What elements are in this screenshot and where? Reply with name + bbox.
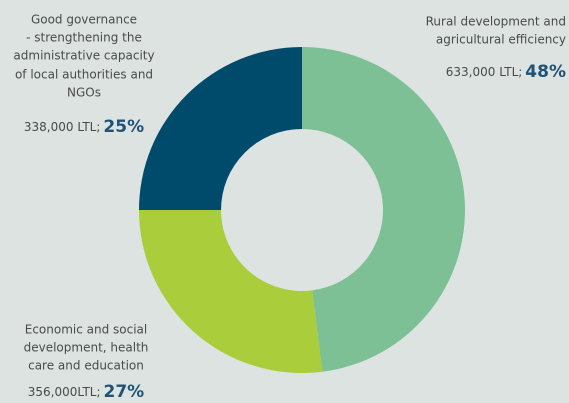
slice-label: care and education — [28, 359, 144, 373]
slice-label: of local authorities and — [15, 68, 153, 82]
slice-label: development, health — [24, 341, 149, 355]
percent-label: 27% — [104, 382, 145, 402]
slice-value: 356,000LTL; 27% — [28, 382, 144, 402]
percent-label: 48% — [525, 62, 566, 82]
slice-label: NGOs — [67, 86, 101, 100]
slice-label: Economic and social — [25, 323, 148, 337]
amount-label: 338,000 LTL; — [24, 120, 101, 134]
slice-value: 338,000 LTL; 25% — [24, 117, 144, 137]
donut-slice — [302, 47, 465, 372]
percent-label: 25% — [103, 117, 144, 137]
donut-slice — [139, 47, 302, 210]
slice-label: Rural development and — [426, 15, 566, 29]
slice-label: administrative capacity — [13, 49, 154, 63]
amount-label: 356,000LTL; — [28, 385, 101, 399]
slice-value: 633,000 LTL; 48% — [446, 62, 566, 82]
amount-label: 633,000 LTL; — [446, 65, 523, 79]
slice-label: agricultural efficiency — [436, 33, 566, 47]
donut-slice — [139, 210, 323, 373]
slice-label: Good governance — [31, 13, 137, 27]
slice-label: - strengthening the — [26, 31, 142, 45]
